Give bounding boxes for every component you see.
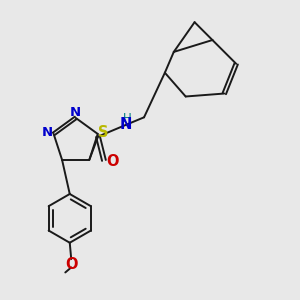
Text: N: N	[120, 117, 132, 132]
Text: N: N	[70, 106, 81, 119]
Text: H: H	[123, 112, 132, 125]
Text: O: O	[106, 154, 118, 169]
Text: S: S	[98, 125, 108, 140]
Text: O: O	[65, 257, 77, 272]
Text: N: N	[41, 126, 53, 139]
